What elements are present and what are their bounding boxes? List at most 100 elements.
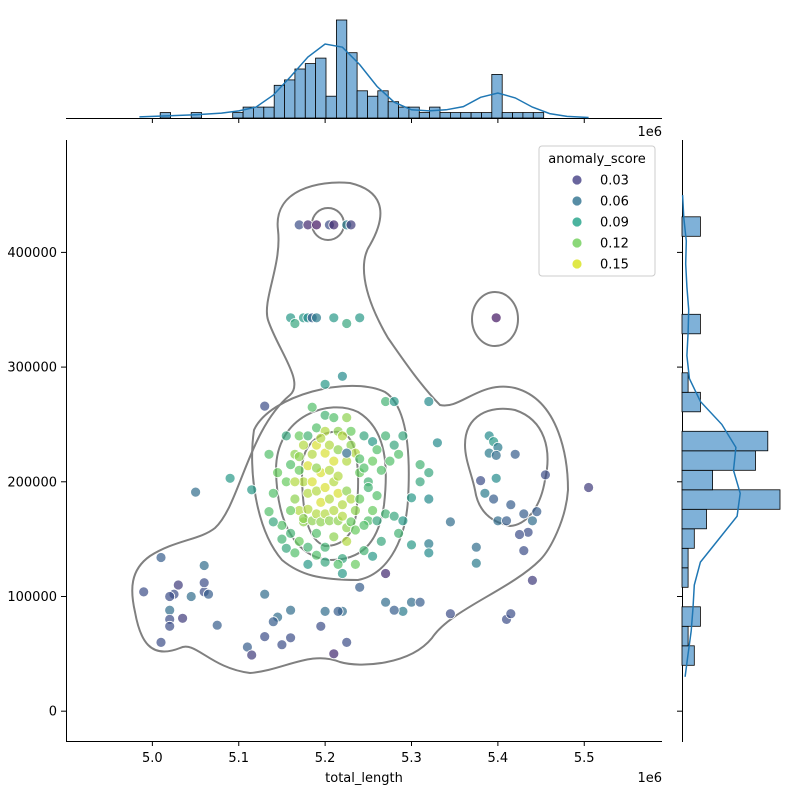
scatter-point [311, 462, 322, 474]
scatter-point [319, 556, 331, 568]
legend-label: 0.09 [600, 216, 629, 231]
scatter-point [514, 529, 525, 540]
top-hist-bar [532, 112, 545, 119]
x-tick-label: 5.4 [488, 751, 509, 766]
scatter-point [302, 541, 314, 553]
scatter-point [380, 430, 392, 442]
scatter-point [263, 448, 275, 460]
scatter-point [470, 541, 482, 553]
scatter-point [306, 448, 318, 460]
scatter-point [336, 370, 348, 382]
top-hist-bar [263, 106, 275, 119]
x-tick-label: 5.1 [228, 751, 249, 766]
scatter-point [349, 559, 361, 570]
scatter-point [583, 482, 594, 493]
scatter-point [280, 542, 292, 554]
scatter-point [349, 524, 361, 536]
scatter-point [293, 464, 305, 476]
scatter-point [319, 606, 331, 617]
scatter-point [138, 586, 150, 598]
scatter-point [311, 312, 322, 324]
top-hist-bar [481, 112, 493, 119]
scatter-point [345, 219, 357, 231]
scatter-point [367, 455, 379, 467]
scatter-point [388, 396, 400, 407]
scatter-point [371, 515, 383, 527]
top-hist-bar [284, 79, 296, 119]
top-hist-bar [346, 52, 358, 119]
scatter-point [323, 439, 335, 451]
scatter-point [490, 472, 502, 484]
scatter-point [306, 476, 318, 488]
scatter-point [328, 455, 340, 467]
right-hist-bar [681, 508, 707, 530]
scatter-point [285, 632, 297, 644]
top-marginal-histogram [139, 19, 589, 119]
right-hist-bar [681, 372, 689, 393]
scatter-point [198, 560, 210, 571]
scatter-point [306, 401, 318, 413]
scatter-point [285, 459, 297, 471]
scatter-point [323, 493, 335, 505]
kde-contours [131, 181, 570, 675]
top-hist-bar [491, 74, 503, 119]
scatter-point [198, 577, 210, 589]
x-offset-label: 1e6 [637, 771, 662, 786]
scatter-point [375, 464, 387, 476]
x-axis-label: total_length [325, 771, 403, 786]
legend-label: 0.12 [600, 237, 629, 252]
top-hist-bar [315, 57, 327, 119]
scatter-point [185, 591, 197, 602]
right-hist-bar [681, 528, 695, 549]
scatter-point [505, 499, 517, 511]
kde-contour-top-small [471, 291, 519, 347]
scatter-point [341, 412, 353, 424]
legend-marker [571, 258, 583, 270]
legend-label: 0.06 [600, 195, 629, 210]
scatter-point [367, 550, 379, 562]
scatter-point [311, 549, 322, 561]
scatter-point [315, 620, 327, 632]
scatter-point [319, 378, 331, 390]
scatter-point [354, 312, 366, 324]
scatter-point [397, 515, 409, 527]
scatter-point [285, 528, 297, 539]
scatter-point [336, 499, 348, 511]
scatter-point [164, 604, 176, 616]
scatter-point [164, 591, 176, 602]
scatter-point [375, 536, 387, 547]
scatter-point [298, 439, 309, 451]
legend-title: anomaly_score [548, 152, 646, 167]
x-ticks: 5.0 5.1 5.2 5.3 5.4 5.5 [142, 741, 595, 766]
right-hist-bar [681, 547, 689, 569]
scatter-point [289, 493, 301, 505]
top-hist-bar [460, 112, 472, 119]
scatter-point [518, 508, 530, 520]
scatter-point [267, 616, 279, 628]
right-hist-bar [681, 469, 714, 491]
top-hist-bar [294, 68, 306, 119]
scatter-point [354, 453, 366, 465]
scatter-point [349, 505, 361, 516]
scatter-point [311, 528, 322, 539]
y-ticks: 0 100000 200000 300000 400000 [7, 246, 66, 720]
scatter-point [190, 486, 202, 498]
scatter-point [341, 318, 353, 329]
scatter-point [332, 559, 344, 570]
y-tick-label: 200000 [7, 475, 57, 490]
scatter-points [138, 219, 594, 661]
scatter-point [177, 612, 189, 624]
right-kde-line [681, 195, 741, 677]
right-hist-bar [681, 430, 769, 452]
scatter-point [531, 506, 543, 518]
x-tick-label: 5.2 [315, 751, 336, 766]
scatter-point [371, 444, 383, 456]
scatter-point [380, 568, 392, 579]
scatter-point [490, 312, 502, 324]
y-tick-label: 300000 [7, 361, 57, 376]
right-hist-bar [681, 567, 689, 588]
scatter-point [211, 619, 223, 631]
top-hist-bar [501, 112, 514, 119]
scatter-point [470, 557, 482, 569]
top-hist-bar [367, 95, 379, 119]
